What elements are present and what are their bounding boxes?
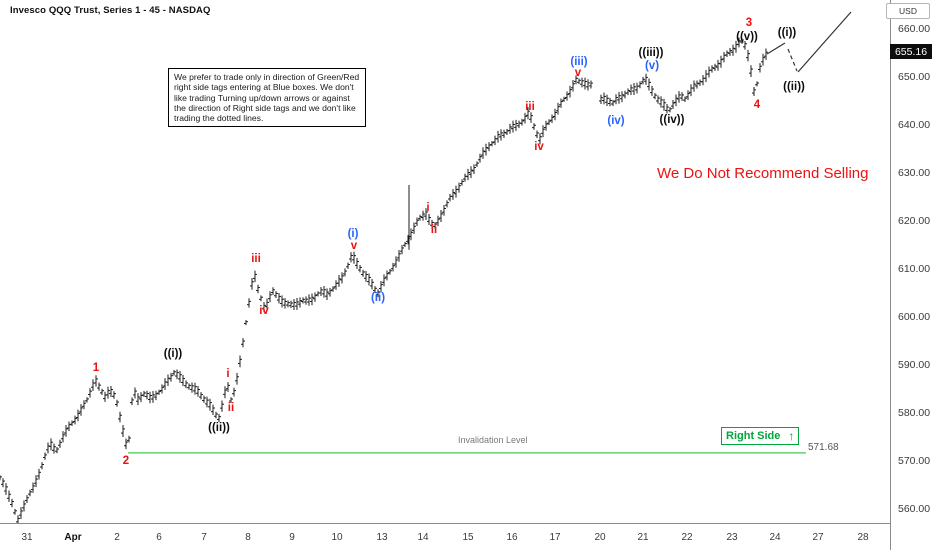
price-axis[interactable]: 660.00 650.00 640.00 630.00 620.00 610.00 600.… [890,0,932,550]
projection-line-dashed [787,48,798,72]
price-tick-label: 620.00 [898,215,931,227]
time-tick-label: 16 [506,532,518,543]
time-tick-label: 15 [462,532,474,543]
wave-label: ((iii)) [638,47,664,59]
wave-label: ((v)) [736,31,758,43]
wave-label: 4 [753,99,761,111]
time-tick-label: 27 [812,532,824,543]
wave-label: iv [534,141,544,153]
wave-label: i [426,202,430,214]
wave-label: (iii) [570,56,588,68]
wave-label: iii [251,253,261,265]
wave-label: ((iv)) [659,114,685,126]
price-tick-label: 570.00 [898,455,931,467]
price-tick-label: 600.00 [898,311,931,323]
time-tick-label: 28 [857,532,869,543]
currency-button[interactable]: USD [886,3,930,19]
invalidation-price-label: 571.68 [808,442,839,453]
wave-label: 1 [92,362,100,374]
price-tick-label: 580.00 [898,407,931,419]
price-tick-label: 630.00 [898,167,931,179]
price-tick-label: 590.00 [898,359,931,371]
time-tick-label: 9 [289,532,295,543]
wave-label: ii [227,402,235,414]
time-tick-label: 14 [417,532,429,543]
price-tick-label: 650.00 [898,71,931,83]
price-tick-label: 560.00 [898,503,931,515]
wave-label: iv [259,305,269,317]
wave-label: ((ii)) [783,81,805,93]
wave-label: ii [430,224,438,236]
price-tick-label: 610.00 [898,263,931,275]
time-axis[interactable]: 31 Apr 2 6 7 8 9 10 13 14 15 16 17 20 21 22 23 24 27 28 [0,523,932,551]
invalidation-level-label: Invalidation Level [458,435,528,445]
wave-label: v [350,240,358,252]
wave-label: 3 [745,17,753,29]
right-side-tag-label: Right Side [726,430,781,442]
time-tick-label: 31 [21,532,33,543]
wave-label: (v) [644,60,660,72]
projection-line-solid [797,11,852,73]
wave-label: iii [525,101,535,113]
time-tick-label: 20 [594,532,606,543]
right-side-tag[interactable]: Right Side ↑ [721,427,800,445]
time-tick-label: 8 [245,532,251,543]
wave-label: ((i)) [163,348,183,360]
time-tick-label: 17 [549,532,561,543]
wave-label: v [574,67,582,79]
trading-notice-box: We prefer to trade only in direction of … [168,68,366,128]
projection-line-solid [766,42,786,55]
no-sell-warning-text: We Do Not Recommend Selling [657,165,869,182]
price-tick-label: 640.00 [898,119,931,131]
wave-label: ((i)) [777,27,797,39]
time-tick-label: 2 [114,532,120,543]
wave-label: (iv) [607,115,625,127]
price-tick-label: 660.00 [898,23,931,35]
time-tick-label: 10 [331,532,343,543]
wave-label: i [226,368,230,380]
up-arrow-icon: ↑ [788,429,795,443]
time-tick-label: 24 [769,532,781,543]
time-tick-label: 23 [726,532,738,543]
symbol-title: Invesco QQQ Trust, Series 1 - 45 - NASDA… [10,5,211,16]
time-tick-label: 7 [201,532,207,543]
wave-label: (i) [347,228,359,240]
time-tick-label: 21 [637,532,649,543]
time-tick-label: 6 [156,532,162,543]
time-tick-label: 13 [376,532,388,543]
time-tick-label: Apr [64,532,82,543]
wave-label: 2 [122,455,130,467]
wave-label: ((ii)) [208,422,230,434]
time-tick-label: 22 [681,532,693,543]
wave-label: (ii) [370,292,386,304]
last-price-badge: 655.16 [890,44,932,60]
